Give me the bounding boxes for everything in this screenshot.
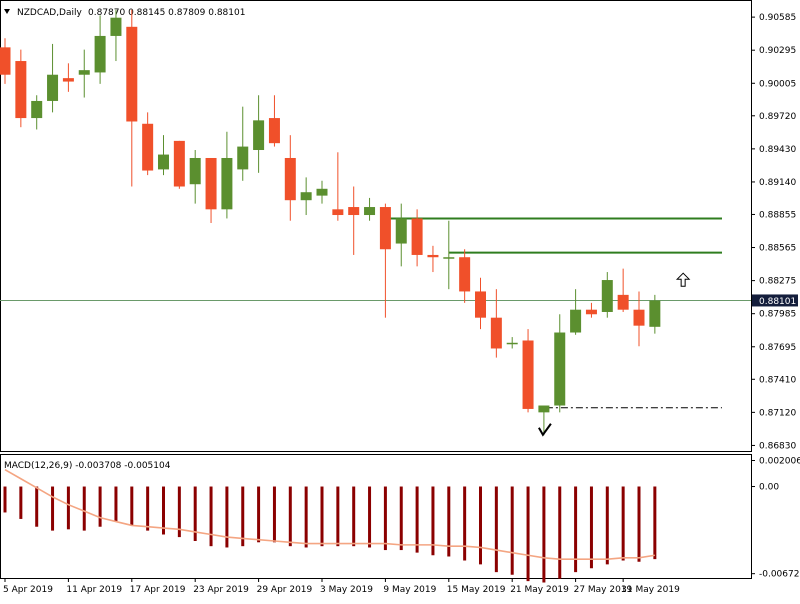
candle-bull <box>538 405 550 413</box>
macd-tick-label: -0.006721 <box>759 570 800 580</box>
candle-bear <box>332 209 344 216</box>
macd-title: MACD(12,26,9) -0.003708 -0.005104 <box>4 461 171 471</box>
current-price-badge <box>752 294 798 307</box>
candle-bear <box>379 207 391 250</box>
time-tick-label: 29 Apr 2019 <box>257 585 313 595</box>
price-tick-label: 0.90005 <box>759 79 796 89</box>
candle-bull <box>158 154 169 170</box>
candle-bear <box>522 340 534 409</box>
price-tick-label: 0.87120 <box>759 408 796 418</box>
time-tick-label: 3 May 2019 <box>320 585 373 595</box>
price-tick-label: 0.87985 <box>759 310 796 320</box>
price-tick-label: 0.90585 <box>759 13 796 23</box>
price-tick-label: 0.87695 <box>759 343 796 353</box>
candle-bear <box>0 47 11 75</box>
candle-bear <box>62 78 74 82</box>
candle-bull <box>601 280 613 312</box>
time-axis: 5 Apr 2019 11 Apr 2019 17 Apr 2019 23 Apr 2… <box>3 578 680 595</box>
candle-bear <box>585 309 597 315</box>
candle-bull <box>649 300 661 327</box>
candle-bull <box>253 120 265 151</box>
macd-tick-label: 0.002006 <box>759 457 800 467</box>
candle-bull <box>31 100 43 119</box>
price-tick-label: 0.89430 <box>759 145 796 155</box>
price-tick-label: 0.89140 <box>759 178 796 188</box>
symbol-label: NZDCAD,Daily <box>17 8 83 18</box>
price-tick-label: 0.90295 <box>759 46 796 56</box>
check-mark-icon <box>538 423 552 437</box>
candle-bear <box>142 123 154 171</box>
candle-bull <box>443 257 455 259</box>
macd-panel-frame <box>0 454 752 579</box>
candle-bull <box>110 17 122 36</box>
time-tick-label: 27 May 2019 <box>574 585 633 595</box>
candle-bear <box>126 26 138 122</box>
price-tick-label: 0.89720 <box>759 112 796 122</box>
candle-bear <box>411 218 423 255</box>
triangle-down-icon[interactable] <box>4 9 10 14</box>
macd-tick-label: 0.00 <box>759 483 779 493</box>
time-tick-label: 21 May 2019 <box>510 585 569 595</box>
candle-bear <box>459 257 471 292</box>
candle-bear <box>490 317 502 349</box>
candle-bull <box>300 192 312 201</box>
time-tick-label: 9 May 2019 <box>383 585 436 595</box>
candle-bear <box>348 207 360 216</box>
ohlc-label: 0.87870 0.88145 0.87809 0.88101 <box>88 8 245 18</box>
candle-bull <box>316 188 328 196</box>
candle-bull <box>221 157 233 210</box>
candle-bull <box>570 309 582 333</box>
macd-signal-line <box>4 468 655 560</box>
candle-bear <box>617 294 629 310</box>
candle-bear <box>633 309 645 326</box>
candle-bull <box>189 157 201 185</box>
price-tick-label: 0.88275 <box>759 277 796 287</box>
candle-bull <box>364 207 376 216</box>
candle-bull <box>554 332 566 406</box>
time-tick-label: 23 Apr 2019 <box>193 585 249 595</box>
candle-bull <box>78 70 90 75</box>
candle-bull <box>94 35 106 73</box>
candle-bear <box>284 157 296 201</box>
candle-bear <box>173 140 185 187</box>
current-price-label: 0.88101 <box>759 297 796 307</box>
candle-bear <box>427 254 439 258</box>
time-tick-label: 15 May 2019 <box>447 585 506 595</box>
time-tick-label: 17 Apr 2019 <box>130 585 186 595</box>
price-tick-label: 0.86830 <box>759 441 796 451</box>
candle-bull <box>395 218 407 244</box>
candle-bear <box>268 118 280 144</box>
candle-bear <box>205 157 217 210</box>
price-tick-label: 0.88855 <box>759 210 796 220</box>
main-panel-frame <box>0 0 752 452</box>
price-axis: 0.90585 0.90295 0.90005 0.89720 0.89430 0.891… <box>751 13 800 580</box>
time-tick-label: 11 Apr 2019 <box>66 585 122 595</box>
arrow-up-icon <box>675 272 691 287</box>
price-tick-label: 0.87410 <box>759 375 796 385</box>
candle-bull <box>47 74 59 101</box>
candle-bull <box>506 342 518 345</box>
candle-bear <box>475 291 486 318</box>
time-tick-label: 5 Apr 2019 <box>3 585 53 595</box>
candle-bear <box>15 61 27 119</box>
price-tick-label: 0.88565 <box>759 244 796 254</box>
candle-bull <box>237 146 249 170</box>
main-plot <box>0 9 751 437</box>
macd-plot <box>3 468 657 583</box>
time-tick-label: 31 May 2019 <box>621 585 680 595</box>
